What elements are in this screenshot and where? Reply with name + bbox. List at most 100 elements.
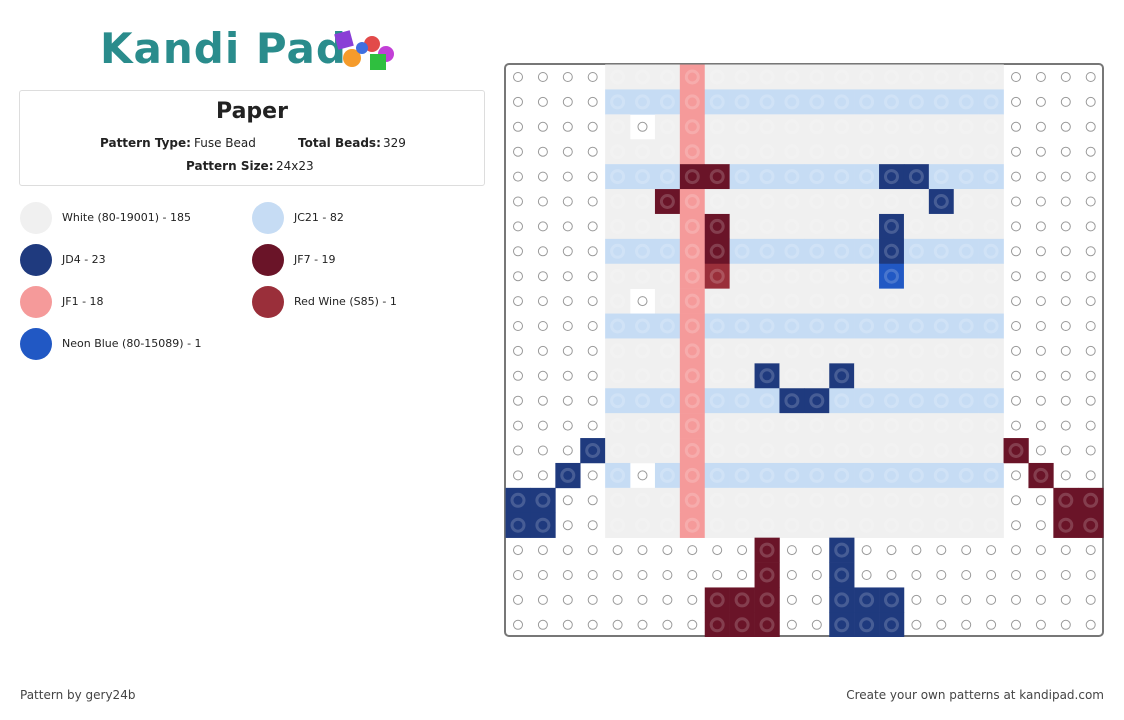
bead-ring bbox=[933, 194, 949, 209]
site-link[interactable]: Create your own patterns at kandipad.com bbox=[846, 688, 1104, 702]
bead bbox=[804, 438, 830, 464]
bead-ring bbox=[958, 517, 974, 533]
bead-ring bbox=[958, 293, 974, 309]
peg bbox=[911, 545, 922, 556]
peg bbox=[513, 221, 523, 232]
peg bbox=[1085, 570, 1096, 580]
bead-ring bbox=[958, 218, 974, 234]
bead bbox=[605, 288, 631, 314]
bead-ring bbox=[684, 268, 700, 284]
peg bbox=[1085, 96, 1096, 107]
bead bbox=[903, 512, 930, 538]
bead bbox=[754, 413, 780, 439]
bead-ring bbox=[834, 592, 850, 608]
bead bbox=[704, 487, 730, 514]
bead-ring bbox=[983, 393, 999, 409]
bead bbox=[879, 164, 905, 190]
peg bbox=[1035, 445, 1046, 456]
peg bbox=[513, 246, 523, 257]
pattern-title: Paper bbox=[216, 99, 288, 124]
peg bbox=[1035, 321, 1046, 331]
bead bbox=[879, 462, 905, 489]
bead bbox=[903, 114, 930, 140]
bead-ring bbox=[610, 243, 626, 259]
bead bbox=[530, 512, 556, 538]
bead bbox=[729, 512, 755, 538]
bead-ring bbox=[884, 318, 899, 334]
bead-ring bbox=[933, 418, 949, 434]
peg bbox=[562, 271, 573, 282]
bead bbox=[605, 64, 631, 90]
bead-ring bbox=[734, 268, 750, 284]
peg bbox=[1085, 296, 1096, 307]
peg bbox=[587, 271, 598, 282]
bead-ring bbox=[809, 443, 825, 458]
bead bbox=[779, 89, 805, 115]
peg bbox=[1085, 420, 1096, 431]
bead-ring bbox=[884, 243, 899, 259]
bead-ring bbox=[983, 467, 999, 483]
peg bbox=[1085, 395, 1096, 406]
peg bbox=[1085, 246, 1096, 257]
label: Pattern Size: bbox=[186, 159, 274, 173]
bead bbox=[704, 438, 730, 464]
bead bbox=[729, 288, 755, 314]
bead bbox=[928, 338, 955, 364]
bead-ring bbox=[784, 318, 800, 334]
bead bbox=[978, 388, 1004, 414]
bead-ring bbox=[635, 69, 650, 85]
bead bbox=[555, 462, 581, 489]
peg bbox=[1085, 271, 1096, 282]
bead-ring bbox=[635, 393, 650, 409]
bead-ring bbox=[709, 393, 725, 409]
bead-ring bbox=[834, 517, 850, 533]
bead-ring bbox=[908, 243, 924, 259]
peg bbox=[612, 570, 623, 580]
bead bbox=[630, 238, 656, 265]
bead bbox=[704, 363, 730, 389]
bead-ring bbox=[684, 467, 700, 483]
bead-ring bbox=[983, 119, 999, 135]
bead bbox=[605, 338, 631, 364]
bead bbox=[1078, 487, 1104, 514]
bead-ring bbox=[709, 218, 725, 234]
bead-ring bbox=[933, 268, 949, 284]
bead-ring bbox=[535, 517, 551, 533]
bead bbox=[854, 438, 880, 464]
bead bbox=[605, 213, 631, 240]
bead bbox=[953, 139, 979, 165]
logo[interactable]: Kandi Pad bbox=[100, 24, 347, 73]
bead bbox=[654, 164, 681, 190]
bead bbox=[854, 263, 880, 289]
peg bbox=[637, 570, 648, 580]
bead bbox=[754, 537, 780, 563]
bead bbox=[928, 164, 955, 190]
peg bbox=[537, 321, 548, 331]
bead bbox=[779, 288, 805, 314]
bead bbox=[928, 413, 955, 439]
bead-ring bbox=[659, 218, 675, 234]
bead-ring bbox=[759, 492, 775, 508]
bead-ring bbox=[884, 617, 899, 633]
bead-ring bbox=[958, 243, 974, 259]
bead bbox=[754, 189, 780, 215]
bead-ring bbox=[610, 69, 626, 85]
bead bbox=[605, 413, 631, 439]
bead-ring bbox=[684, 517, 700, 533]
bead bbox=[953, 238, 979, 265]
peg bbox=[513, 445, 523, 456]
bead-ring bbox=[958, 467, 974, 483]
bead bbox=[953, 338, 979, 364]
peg bbox=[612, 594, 623, 605]
bead-ring bbox=[834, 218, 850, 234]
bead-ring bbox=[859, 318, 875, 334]
bead bbox=[654, 438, 681, 464]
bead-ring bbox=[759, 617, 775, 633]
bead-ring bbox=[884, 119, 899, 135]
peg bbox=[1060, 470, 1071, 481]
bead-ring bbox=[659, 492, 675, 508]
bead bbox=[754, 263, 780, 289]
peg bbox=[1035, 246, 1046, 257]
peg bbox=[537, 271, 548, 282]
bead-ring bbox=[659, 443, 675, 458]
